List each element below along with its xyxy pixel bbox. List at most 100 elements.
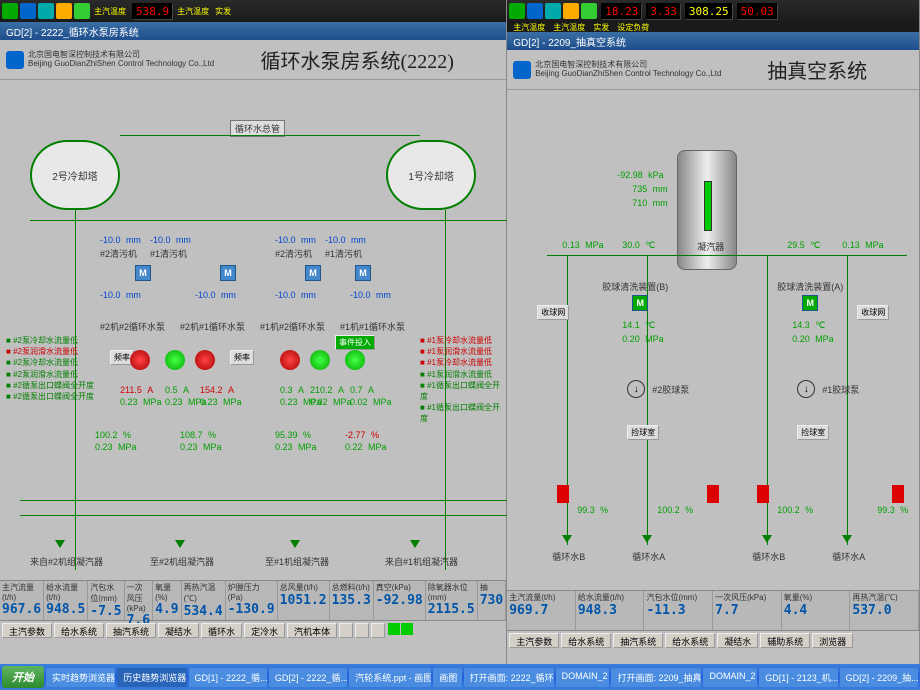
pump-indicator-5[interactable] [310,350,330,370]
icon-heartbeat[interactable] [581,3,597,19]
taskbar-item[interactable]: GD[2] - 2209_抽... [840,668,918,687]
data-bar-left: 主汽流量(t/h)967.6给水流量(t/h)948.5汽包水位(mm)-7.5… [0,580,506,620]
bp-lbl-2: #2胶球泵 [652,383,689,396]
r3: -10.0 mm [275,235,316,246]
nav-button[interactable] [371,623,385,638]
nav-button[interactable]: 凝结水 [158,623,199,638]
motor-b[interactable]: M [632,295,648,311]
pump-indicator-1[interactable] [130,350,150,370]
valve-2[interactable] [707,485,719,503]
taskbar-item[interactable]: 打开画面: 2222_循环水泵房系统 [464,668,554,687]
bp-lbl-1: #1胶球泵 [822,383,859,396]
qw-lbl-2: #1清污机 [150,247,187,260]
icon-orange[interactable] [563,3,579,19]
pump-lbl-2: #2机#1循环水泵 [180,320,245,333]
icon-cyan[interactable] [38,3,54,19]
led-r4: 50.03 [737,3,778,20]
pump-lbl-4: #1机#1循环水泵 [340,320,405,333]
taskbar-item[interactable]: DOMAIN_2 [703,668,757,687]
header-right: 北京国电智深控制技术有限公司 Beijing GuoDianZhiShen Co… [507,50,919,90]
nav-button[interactable]: 循环水 [201,623,242,638]
taskbar-item[interactable]: 历史趋势浏览器 [117,668,186,687]
data-cell: 抽730 [478,581,506,620]
led-label-1: 主汽温度 [92,6,128,17]
nav-button[interactable]: 主汽参数 [509,633,559,648]
taskbar-item[interactable]: DOMAIN_2 [556,668,610,687]
arrow-4 [410,540,420,548]
nav-button[interactable]: 抽汽系统 [613,633,663,648]
sw-btn-1[interactable]: 收球网 [537,305,569,320]
nav-button[interactable]: 凝结水 [717,633,758,648]
sw-btn-2[interactable]: 收球网 [857,305,889,320]
data-cell: 炉膛压力(Pa)-130.9 [226,581,278,620]
motor-2[interactable]: M [220,265,236,281]
pump-indicator-4[interactable] [280,350,300,370]
toolbar-right: 18.23 3.33 308.25 50.03 [507,0,919,22]
led-r3: 308.25 [685,3,733,20]
freq-btn-2[interactable]: 频率 [230,350,254,365]
icon-orange[interactable] [56,3,72,19]
taskbar-item[interactable]: 汽轮系统.ppt - 画图 [349,668,431,687]
nav-button[interactable]: 浏览器 [812,633,853,648]
icon-blue[interactable] [527,3,543,19]
taskbar-item[interactable]: 打开画面: 2209_抽真空系统 [611,668,701,687]
start-button[interactable]: 开始 [2,666,44,688]
motor-3[interactable]: M [305,265,321,281]
motor-4[interactable]: M [355,265,371,281]
room-btn-2[interactable]: 捡球室 [797,425,829,440]
device-b: 胶球清洗装置(B) [602,280,668,293]
nav-button[interactable]: 定冷水 [244,623,285,638]
motor-a[interactable]: M [802,295,818,311]
ball-pump-1[interactable]: ↓ [797,380,815,398]
bl-1: 来自#2机组凝汽器 [30,555,103,568]
nav-button[interactable] [339,623,353,638]
taskbar-item[interactable]: GD[1] - 2222_循... [189,668,267,687]
nav-button[interactable]: 给水系统 [54,623,104,638]
status-list-right: ■ #1泵冷却水流量低 ■ #1泵润滑水流量低 ■ #1泵冷却水流量低 ■ #1… [420,335,506,425]
ball-pump-2[interactable]: ↓ [627,380,645,398]
tower-2[interactable]: 2号冷却塔 [30,140,120,210]
icon-cyan[interactable] [545,3,561,19]
titlebar-left: GD[2] - 2222_循环水泵房系统 [0,22,506,40]
icon-heartbeat[interactable] [74,3,90,19]
valve-4[interactable] [892,485,904,503]
led-label-3: 实发 [213,6,233,17]
data-cell: 一次风压(kPa)7.7 [713,591,782,630]
data-cell: 总风量(t/h)1051.2 [278,581,330,620]
tower-1[interactable]: 1号冷却塔 [386,140,476,210]
nav-button[interactable]: 抽汽系统 [106,623,156,638]
qw-lbl-4: #1清污机 [325,247,362,260]
r2: -10.0 mm [150,235,191,246]
pump-indicator-6[interactable] [345,350,365,370]
valve-3[interactable] [757,485,769,503]
room-btn-1[interactable]: 捡球室 [627,425,659,440]
pump-indicator-3[interactable] [195,350,215,370]
pump-indicator-2[interactable] [165,350,185,370]
diagram-left: 2号冷却塔 1号冷却塔 循环水总管 -10.0 mm #2清污机 -10.0 m… [0,80,506,580]
nav-button[interactable]: 汽机本体 [287,623,337,638]
taskbar-item[interactable]: GD[2] - 2222_循... [269,668,347,687]
taskbar-item[interactable]: 实时趋势浏览器 [46,668,115,687]
taskbar: 开始 实时趋势浏览器历史趋势浏览器GD[1] - 2222_循...GD[2] … [0,664,920,690]
icon-green[interactable] [2,3,18,19]
bl-4: 来自#1机组凝汽器 [385,555,458,568]
bl-3: 至#1机组凝汽器 [265,555,329,568]
taskbar-item[interactable]: 画图 [433,668,461,687]
motor-1[interactable]: M [135,265,151,281]
titlebar-right: GD[2] - 2209_抽真空系统 [507,32,919,50]
taskbar-item[interactable]: GD[1] - 2123_机... [759,668,837,687]
data-cell: 真空(kPa)-92.98 [374,581,426,620]
r6: -10.0 mm [195,290,236,301]
nav-button[interactable]: 给水系统 [561,633,611,648]
valve-1[interactable] [557,485,569,503]
data-cell: 总燃料(t/h)135.3 [330,581,374,620]
nav-button[interactable]: 主汽参数 [2,623,52,638]
nav-button[interactable] [355,623,369,638]
icon-blue[interactable] [20,3,36,19]
nav-button[interactable]: 辅助系统 [760,633,810,648]
r8: -10.0 mm [350,290,391,301]
icon-green[interactable] [509,3,525,19]
title-text-r: GD[2] - 2209_抽真空系统 [513,34,626,49]
event-btn[interactable]: 事件投入 [335,335,375,350]
nav-button[interactable]: 给水系统 [665,633,715,648]
